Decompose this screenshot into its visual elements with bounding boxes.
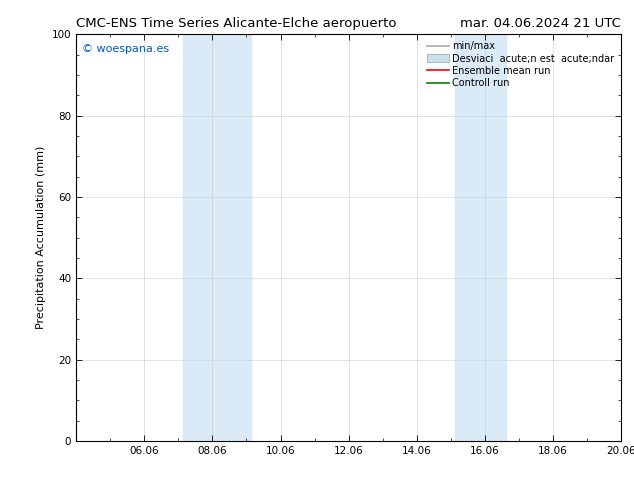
Y-axis label: Precipitation Accumulation (mm): Precipitation Accumulation (mm): [36, 146, 46, 329]
Legend: min/max, Desviaci  acute;n est  acute;ndar, Ensemble mean run, Controll run: min/max, Desviaci acute;n est acute;ndar…: [425, 39, 616, 90]
Title: CMC-ENS Time Series Alicante-Elche aeropuerto      mar. 04.06.2024 21 UTC: CMC-ENS Time Series Alicante-Elche aerop…: [0, 489, 1, 490]
Bar: [183, 34, 250, 441]
Bar: [455, 34, 507, 441]
Text: CMC-ENS Time Series Alicante-Elche aeropuerto: CMC-ENS Time Series Alicante-Elche aerop…: [76, 17, 397, 30]
Text: mar. 04.06.2024 21 UTC: mar. 04.06.2024 21 UTC: [460, 17, 621, 30]
Text: © woespana.es: © woespana.es: [82, 45, 169, 54]
